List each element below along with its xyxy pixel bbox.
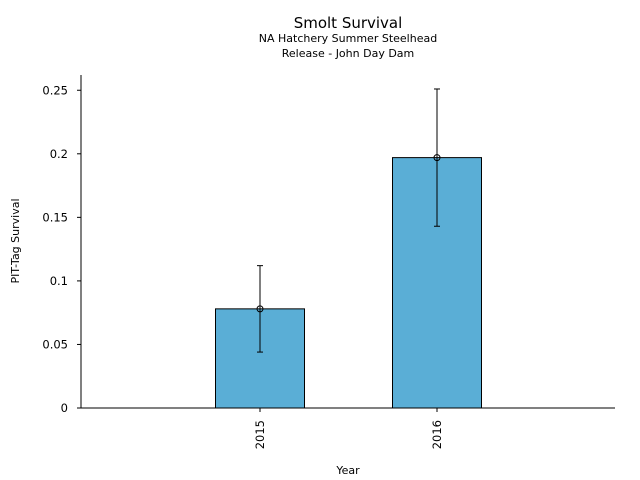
point-marker-2016 — [433, 154, 441, 162]
point-marker-2015 — [256, 305, 264, 313]
x-tick-label-2015: 2015 — [253, 420, 267, 449]
y-tick-label: 0.15 — [42, 210, 68, 224]
chart-subtitle-line-1: NA Hatchery Summer Steelhead — [259, 32, 437, 45]
y-axis-label: PIT-Tag Survival — [9, 198, 22, 283]
y-tick-label: 0.25 — [42, 83, 68, 97]
y-tick-label: 0.1 — [50, 274, 68, 288]
chart-title: Smolt Survival — [294, 14, 403, 32]
y-tick-label: 0.2 — [50, 147, 68, 161]
x-axis-label: Year — [335, 464, 360, 477]
y-tick-label: 0.05 — [42, 337, 68, 351]
y-tick-label: 0 — [61, 401, 68, 415]
x-tick-label-2016: 2016 — [430, 420, 444, 449]
chart-subtitle-line-2: Release - John Day Dam — [282, 47, 415, 60]
plot-area: 0 0.05 0.1 0.15 0.2 0.25 2015 2016 — [42, 83, 482, 449]
